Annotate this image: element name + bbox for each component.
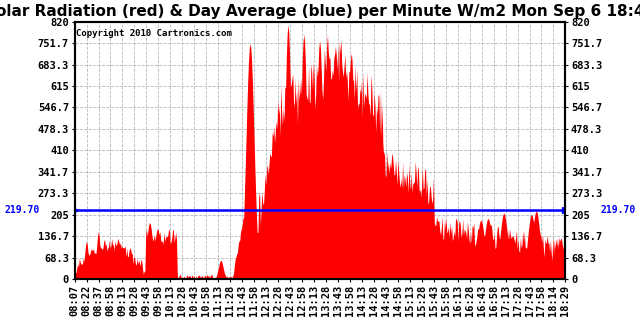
Text: Copyright 2010 Cartronics.com: Copyright 2010 Cartronics.com [76, 29, 232, 38]
Text: 219.70: 219.70 [4, 205, 40, 215]
Text: 219.70: 219.70 [600, 205, 636, 215]
Title: Solar Radiation (red) & Day Average (blue) per Minute W/m2 Mon Sep 6 18:43: Solar Radiation (red) & Day Average (blu… [0, 4, 640, 19]
